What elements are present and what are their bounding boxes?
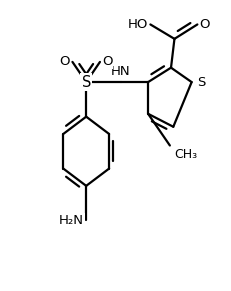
Text: O: O [102,55,112,68]
Text: HN: HN [110,65,130,78]
Text: O: O [199,18,209,31]
Text: CH₃: CH₃ [174,148,197,162]
Text: S: S [81,74,91,90]
Text: HO: HO [127,18,147,31]
Text: O: O [59,55,70,68]
Text: H₂N: H₂N [59,214,84,227]
Text: S: S [196,76,204,88]
